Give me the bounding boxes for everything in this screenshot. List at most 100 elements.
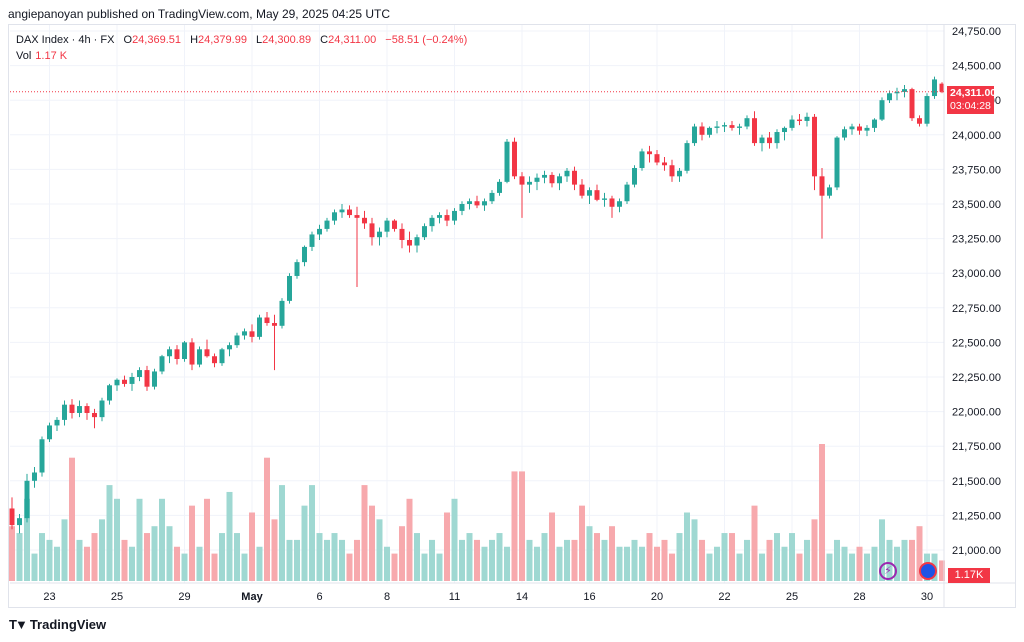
volume-bar (136, 498, 143, 581)
close-label: C (320, 34, 329, 46)
candle-body (369, 223, 375, 238)
tradingview-footer[interactable]: T▼ TradingView (9, 617, 106, 632)
flag-icon[interactable] (919, 562, 937, 580)
candle-body (512, 141, 517, 177)
candle-body (489, 192, 495, 202)
published-attribution: angiepanoyan published on TradingView.co… (8, 7, 391, 21)
volume-bar (264, 457, 270, 581)
price-tick-label: 22,750.00 (952, 303, 1001, 315)
candle-body (47, 425, 52, 440)
candle-body (392, 220, 397, 229)
volume-bar (564, 539, 570, 581)
volume-bar (489, 539, 495, 581)
candle-body (909, 89, 915, 119)
candle-body (257, 317, 262, 337)
volume-bar (609, 526, 615, 581)
volume-bar (301, 505, 308, 581)
candle-body (197, 349, 202, 365)
volume-bar (939, 560, 945, 581)
volume-bar (511, 471, 518, 581)
volume-bar (376, 519, 383, 581)
volume-bar (399, 526, 405, 581)
volume-bar (466, 533, 473, 581)
candle-body (767, 137, 772, 144)
time-tick-label: 29 (178, 591, 190, 603)
volume-label: Vol (16, 50, 32, 62)
symbol-label[interactable]: DAX Index · 4h · FX (16, 34, 115, 46)
volume-bar (886, 539, 893, 581)
volume-bar (894, 546, 900, 581)
candle-body (467, 201, 472, 204)
volume-bar (294, 539, 300, 581)
candle-body (482, 201, 487, 206)
candle-body (54, 419, 60, 426)
bar-countdown: 03:04:28 (950, 100, 991, 112)
candle-body (144, 370, 150, 387)
candle-body (864, 127, 870, 131)
volume-bar (714, 546, 720, 581)
volume-bar (16, 533, 23, 581)
time-tick-label: 11 (449, 591, 460, 603)
price-tick-label: 23,000.00 (952, 268, 1001, 280)
volume-bar (849, 553, 855, 581)
candle-body (309, 234, 315, 247)
candle-body (422, 226, 427, 238)
candle-body (137, 370, 142, 377)
candle-body (519, 176, 525, 185)
candle-body (429, 217, 435, 227)
volume-bar (249, 512, 255, 581)
candle-body (752, 118, 757, 144)
candle-body (249, 331, 255, 337)
candle-body (219, 349, 225, 364)
volume-bar (729, 533, 735, 581)
volume-bar (811, 519, 818, 581)
open-label: O (123, 34, 133, 46)
volume-bar (256, 546, 263, 581)
candle-body (332, 212, 337, 221)
candle-body (159, 356, 165, 372)
volume-bar (151, 526, 158, 581)
candle-body (669, 165, 675, 177)
volume-bar (916, 526, 923, 581)
volume-bar (106, 485, 113, 581)
price-tick-label: 21,250.00 (952, 510, 1001, 522)
volume-bar (286, 539, 293, 581)
candle-body (122, 379, 127, 384)
candle-body (347, 209, 352, 216)
candle-body (92, 412, 97, 418)
candle-body (182, 342, 187, 360)
candle-body (129, 377, 135, 384)
low-value: 24,300.89 (262, 34, 312, 46)
volume-bar (69, 457, 75, 581)
volume-bar (174, 546, 180, 581)
volume-bar (699, 539, 705, 581)
volume-bar (654, 546, 660, 581)
candle-body (17, 518, 22, 526)
time-tick-label: 16 (583, 591, 595, 603)
candle-body (212, 356, 217, 364)
volume-bar (84, 546, 90, 581)
open-value: 24,369.51 (132, 34, 181, 46)
price-tick-label: 23,750.00 (952, 164, 1001, 176)
high-value: 24,379.99 (198, 34, 247, 46)
volume-bar (834, 539, 840, 581)
volume-bar (639, 546, 645, 581)
lightning-icon[interactable]: ⚡ (879, 562, 897, 580)
time-tick-label: 23 (43, 591, 55, 603)
volume-bar (631, 539, 638, 581)
price-axis: 24,750.0024,500.0024,250.0024,000.0023,7… (943, 25, 1001, 607)
candle-body (759, 137, 765, 144)
chart-grid (10, 25, 944, 583)
candle-body (287, 275, 292, 301)
candle-body (662, 162, 667, 166)
volume-bar (504, 546, 510, 581)
volume-bar (706, 553, 713, 581)
candle-body (279, 300, 285, 326)
volume-bar (781, 546, 788, 581)
last-price-value: 24,311.00 (950, 87, 997, 99)
volume-bar (421, 553, 428, 581)
candle-body (339, 209, 345, 213)
volume-bar (804, 539, 810, 581)
candle-body (204, 349, 210, 357)
